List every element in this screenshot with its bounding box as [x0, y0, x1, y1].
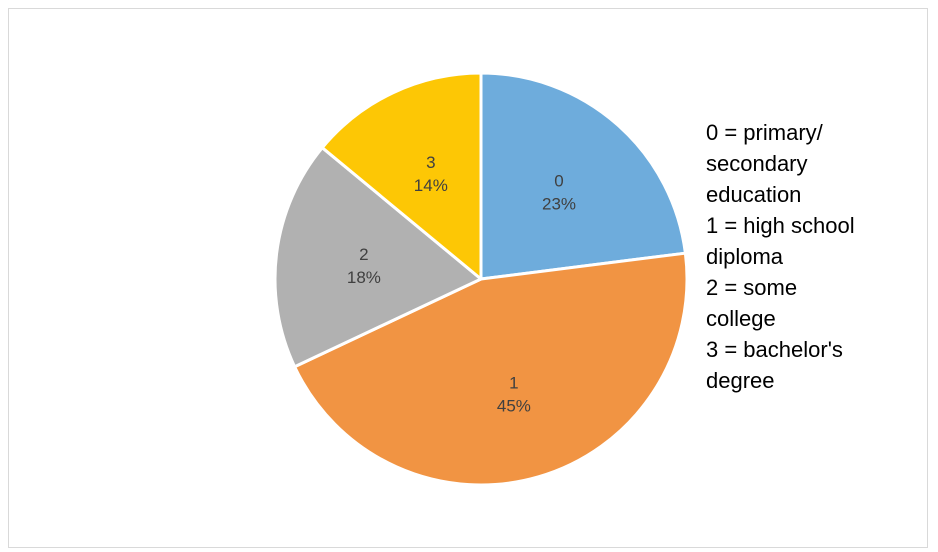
slice-label-1: 1 45% [497, 373, 531, 415]
slice-category-label: 1 [509, 373, 518, 392]
category-key-annotation: 0 = primary/secondary education 1 = high s… [706, 117, 906, 396]
slice-label-2: 2 18% [347, 245, 381, 287]
slice-category-label: 2 [359, 245, 368, 264]
pie-slice-1 [293, 251, 689, 487]
annotation-line: degree [706, 368, 775, 393]
chart-area: 0 23% 1 45% 2 18% 3 14% 0 = primary/secondary ed… [8, 8, 928, 548]
annotation-line: college [706, 306, 776, 331]
pie-slice-3 [320, 71, 483, 281]
annotation-line: 2 = some [706, 275, 798, 300]
slice-percent-label: 23% [542, 195, 576, 214]
slice-percent-label: 45% [497, 396, 531, 415]
annotation-line: 1 = high school [706, 213, 855, 238]
pie-slice-0 [479, 71, 687, 281]
annotation-line: 0 = primary/ [706, 120, 823, 145]
pie-slices [273, 71, 689, 487]
slice-percent-label: 14% [414, 176, 448, 195]
slice-label-0: 0 23% [542, 172, 576, 214]
annotation-line: education [706, 182, 802, 207]
pie-chart: 0 23%1 45%2 18%3 14% [273, 71, 689, 487]
annotation-line: 3 = bachelor's [706, 337, 843, 362]
slice-category-label: 3 [426, 153, 435, 172]
slice-category-label: 0 [554, 172, 563, 191]
annotation-line: diploma [706, 244, 784, 269]
slice-percent-label: 18% [347, 268, 381, 287]
pie-slice-labels: 0 23%1 45%2 18%3 14% [347, 153, 576, 415]
pie-slice-2 [273, 146, 483, 369]
annotation-line: secondary [706, 151, 808, 176]
slice-label-3: 3 14% [414, 153, 448, 195]
